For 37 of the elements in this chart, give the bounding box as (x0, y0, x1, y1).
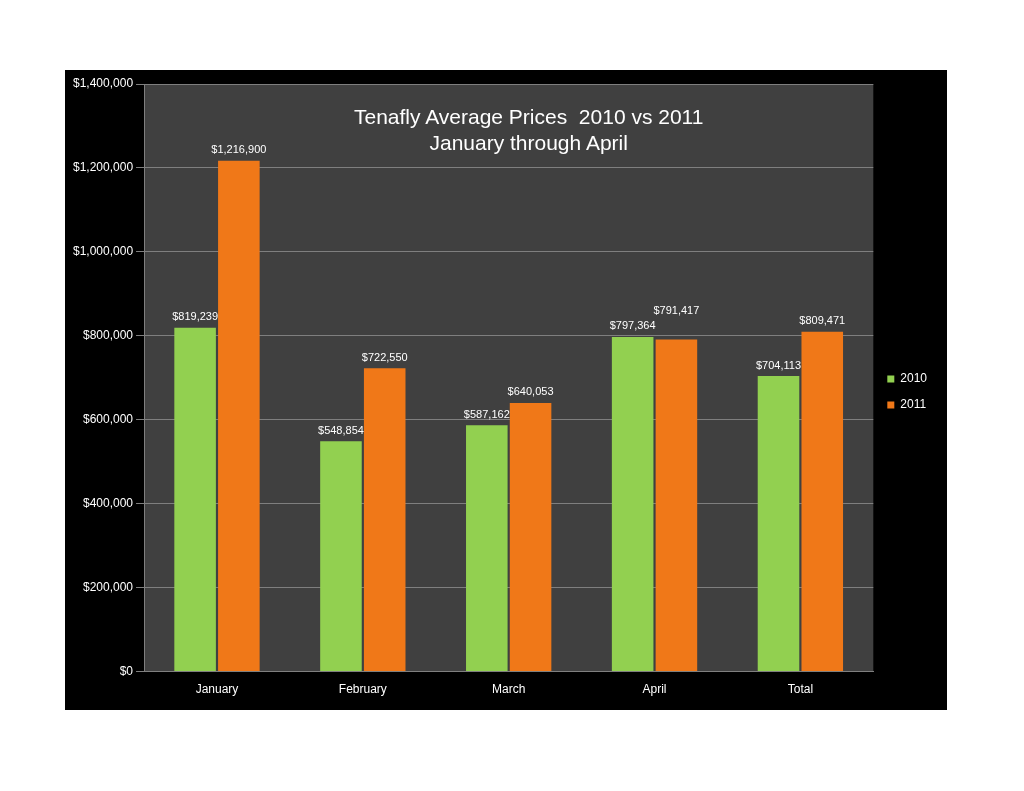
data-label: $797,364 (609, 319, 656, 332)
data-label: $1,216,900 (211, 143, 267, 156)
bar (509, 402, 552, 672)
y-tick-label: $1,000,000 (73, 244, 134, 259)
bar (363, 368, 406, 672)
y-tick-label: $1,400,000 (73, 76, 134, 91)
text: Tenafly Average Prices 2010 vs 2011 (353, 104, 704, 128)
x-tick-label: March (492, 682, 526, 697)
y-tick-label: $600,000 (83, 412, 134, 427)
bar (174, 327, 216, 672)
data-label: $640,053 (507, 385, 554, 398)
legend-label: 2010 (900, 371, 928, 386)
y-tick-label: $200,000 (83, 579, 134, 594)
y-tick-label: $800,000 (83, 328, 134, 343)
bar (466, 425, 508, 672)
bar (655, 339, 698, 672)
bar (218, 160, 260, 672)
text: January through April (429, 130, 628, 154)
data-label: $704,113 (755, 358, 802, 371)
bar (801, 331, 844, 672)
legend-label: 2011 (900, 397, 927, 412)
data-label: $722,550 (361, 350, 408, 363)
x-tick-label: January (195, 682, 239, 697)
bar (757, 376, 800, 672)
bar (611, 336, 654, 672)
bar (320, 441, 362, 672)
x-tick-label: Total (787, 682, 814, 697)
x-tick-label: April (642, 682, 667, 697)
data-label: $819,239 (172, 310, 219, 323)
y-tick-label: $0 (119, 663, 134, 678)
data-label: $809,471 (799, 314, 846, 327)
data-label: $791,417 (653, 304, 700, 317)
data-label: $587,162 (463, 407, 510, 420)
data-label: $548,854 (318, 423, 364, 436)
y-tick-label: $1,200,000 (73, 160, 134, 175)
x-tick-label: February (338, 682, 387, 697)
y-tick-label: $400,000 (83, 496, 134, 511)
